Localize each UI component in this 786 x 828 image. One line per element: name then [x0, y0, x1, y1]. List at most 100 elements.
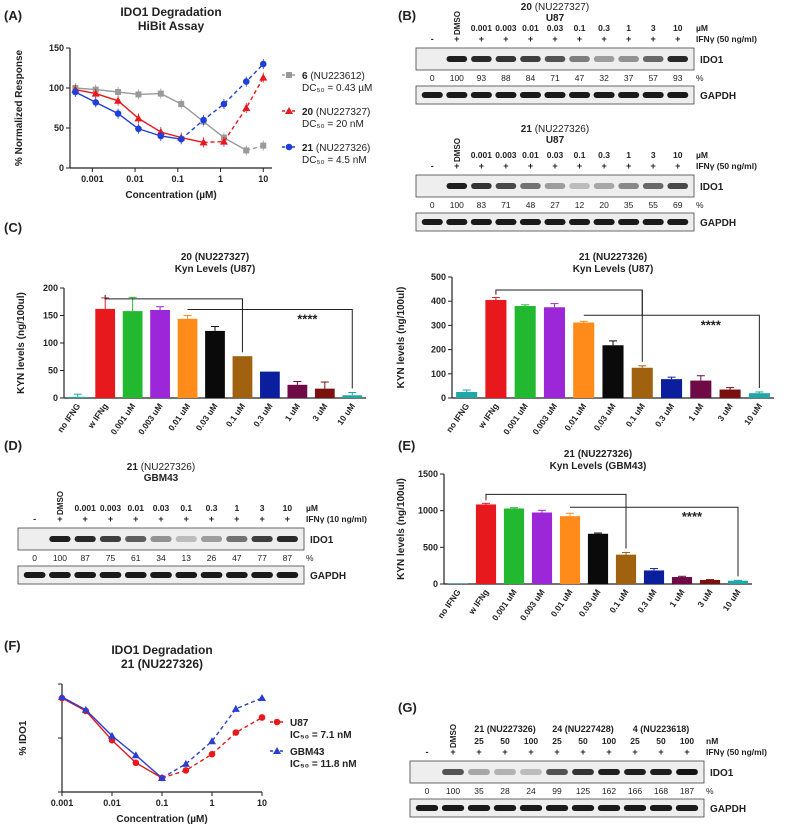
- gapdh-band: [642, 219, 664, 225]
- lane-conc: 0.01: [127, 503, 144, 513]
- blot-B2: 21 (NU227326)U87 DMSO 0.001 0.003 0.01 0.03 0.…: [415, 124, 757, 232]
- data-point: [181, 759, 190, 767]
- ido1-band: [125, 536, 147, 542]
- unit-label: µM: [696, 23, 708, 33]
- data-point: [72, 88, 79, 96]
- ifn-minus: -: [431, 34, 434, 44]
- significance-stars: ****: [682, 509, 703, 524]
- ifn-plus: +: [626, 161, 631, 171]
- ifn-plus: +: [606, 747, 611, 757]
- unit-label: nM: [706, 736, 718, 746]
- legend-dc50: DC₅₀ = 4.5 nM: [302, 155, 367, 166]
- blot-cell-line: U87: [546, 13, 565, 24]
- group-label: 4 (NU223618): [633, 724, 690, 734]
- gapdh-band: [467, 805, 491, 811]
- lane-conc: 0.03: [153, 503, 170, 513]
- bar: [456, 391, 478, 398]
- ido1-band: [446, 56, 468, 62]
- panel-label-D: (D): [4, 438, 22, 453]
- ido1-band: [642, 183, 664, 189]
- chart-title: IDO1 Degradation: [120, 5, 221, 19]
- ifn-plus: +: [158, 514, 163, 524]
- lane-conc: 0.3: [598, 150, 610, 160]
- y-tick-label: 0: [441, 393, 446, 403]
- pct-label: %: [706, 786, 714, 796]
- y-tick-label: 100: [431, 369, 446, 379]
- legend-label: 20 (NU227327): [302, 107, 370, 118]
- x-tick-label: 0.01 uM: [549, 587, 575, 618]
- gapdh-band: [446, 219, 468, 225]
- bar: [514, 306, 536, 398]
- dmso-label: DMSO: [449, 724, 458, 748]
- y-tick-label: 500: [423, 542, 438, 552]
- y-tick-label: 200: [43, 283, 58, 293]
- quant-value: 162: [602, 786, 616, 796]
- bar: [287, 384, 308, 398]
- significance-bracket-outer: [104, 294, 243, 353]
- ido1-band: [593, 56, 615, 62]
- ifn-plus: +: [675, 161, 680, 171]
- ifn-plus: +: [57, 514, 62, 524]
- legend-marker: [285, 143, 293, 151]
- x-tick-label: 0.1 uM: [224, 401, 247, 428]
- lane-conc: 0.03: [547, 23, 564, 33]
- data-point: [178, 101, 185, 107]
- x-tick-label: 0.3 uM: [251, 401, 274, 428]
- legend-marker: [273, 718, 281, 726]
- x-tick-label: 3 uM: [715, 401, 734, 423]
- blot-D: 21 (NU227326)GBM43 DMSO 0.001 0.003 0.01 0.03…: [17, 462, 367, 585]
- y-tick-label: 100: [49, 83, 64, 93]
- x-tick-label: 0.03 uM: [577, 587, 603, 618]
- ifn-label: IFNγ (50 ng/ml): [696, 34, 757, 44]
- gapdh-band: [23, 572, 46, 578]
- quant-value: 166: [628, 786, 642, 796]
- legend-ic50: IC₅₀ = 11.8 nM: [290, 759, 357, 770]
- bar: [531, 512, 553, 584]
- quant-value: 100: [53, 553, 67, 563]
- quant-value: 47: [232, 553, 242, 563]
- pct-label: %: [696, 73, 704, 83]
- y-tick-label: 1000: [418, 506, 438, 516]
- x-tick-label: 0.1: [172, 174, 185, 184]
- ido1-band: [276, 536, 298, 542]
- bar: [671, 577, 693, 584]
- x-tick-label: 10 uM: [721, 587, 743, 612]
- ifn-plus: +: [259, 514, 264, 524]
- data-point: [220, 100, 228, 108]
- y-tick-label: 50: [54, 123, 64, 133]
- y-tick-label: 0: [53, 393, 58, 403]
- ido1-band: [150, 536, 172, 542]
- x-tick-label: 0.001: [51, 798, 74, 808]
- bar: [475, 504, 497, 584]
- data-point: [243, 147, 250, 154]
- gapdh-band: [597, 805, 621, 811]
- panel-label-A: (A): [4, 8, 22, 23]
- bar: [602, 345, 624, 398]
- ifn-plus: +: [626, 34, 631, 44]
- blot-G: DMSO 21 (NU227326) 24 (NU227428) 4 (NU22361…: [409, 724, 767, 818]
- data-point: [219, 137, 228, 145]
- quant-value: 125: [576, 786, 590, 796]
- ido1-label: IDO1: [700, 182, 724, 193]
- legend-marker: [286, 72, 292, 78]
- chart-subtitle: HiBit Assay: [138, 19, 205, 33]
- ido1-band: [667, 56, 689, 62]
- gapdh-band: [124, 572, 147, 578]
- ido1-band: [642, 56, 664, 62]
- quant-value: 100: [450, 73, 464, 83]
- ido1-band: [175, 536, 197, 542]
- quant-value: 28: [500, 786, 510, 796]
- data-point: [157, 132, 165, 140]
- lane-conc: 0.003: [495, 150, 517, 160]
- quant-value: 26: [207, 553, 217, 563]
- gapdh-band: [99, 572, 122, 578]
- ido1-band: [569, 56, 590, 62]
- data-point: [158, 773, 166, 781]
- quant-value: 100: [450, 200, 464, 210]
- legend-marker: [273, 747, 281, 754]
- unit-label: µM: [696, 150, 708, 160]
- bar: [260, 371, 280, 398]
- ido1-band: [618, 183, 639, 189]
- ido1-band: [520, 183, 541, 189]
